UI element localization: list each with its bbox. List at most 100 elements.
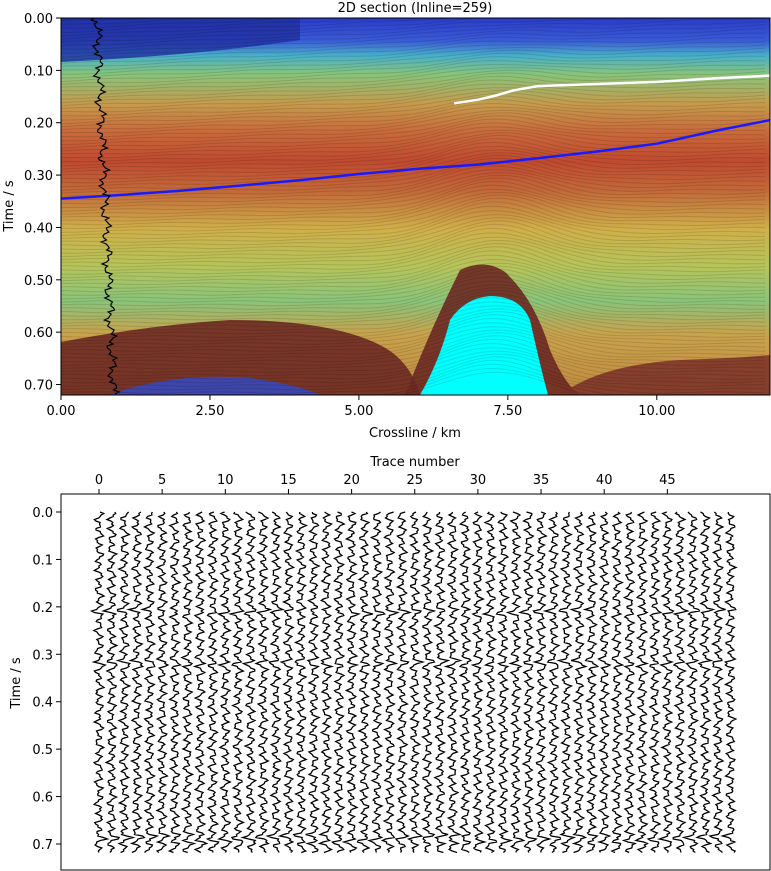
wiggle-trace <box>720 511 738 853</box>
stratum-line <box>61 180 766 215</box>
section-y-tick-label: 0.40 <box>24 221 53 236</box>
deep-basin-right <box>560 355 770 395</box>
seismic-section-panel: 2D section (Inline=259) 0.00 2.50 5.00 7.50… <box>2 1 771 441</box>
section-y-tick-label: 0.70 <box>24 379 53 394</box>
wiggle-trace <box>139 511 160 853</box>
section-y-ticks: 0.00 0.10 0.20 0.30 0.40 0.50 0.60 0.70 <box>24 12 61 394</box>
stratum-line <box>61 290 765 321</box>
wiggle-trace <box>695 511 716 854</box>
stratum-line <box>61 287 766 317</box>
wiggle-trace <box>495 511 514 854</box>
section-x-tick-label: 0.00 <box>47 404 76 419</box>
stratum-line <box>61 87 766 113</box>
wiggle-x-tick-label: 0 <box>95 473 103 488</box>
stratum-line <box>61 268 766 300</box>
section-y-tick-label: 0.00 <box>24 12 53 27</box>
stratum-line <box>61 220 766 254</box>
stratum-line <box>61 172 766 205</box>
stratum-line <box>61 205 766 239</box>
wiggle-trace <box>458 511 472 854</box>
stratum-line <box>61 115 766 146</box>
wiggle-x-tick-label: 20 <box>343 473 360 488</box>
wiggle-trace <box>621 511 637 854</box>
stratum-line <box>61 329 766 359</box>
wiggle-trace <box>227 511 246 853</box>
wiggle-trace <box>432 512 451 854</box>
wiggle-y-tick-label: 0.4 <box>32 696 53 711</box>
wiggle-x-tick-label: 45 <box>659 473 676 488</box>
wiggle-y-tick-label: 0.7 <box>32 838 53 853</box>
stratum-line <box>61 191 766 226</box>
stratum-line <box>61 109 766 138</box>
stratum-line <box>61 338 766 370</box>
well-log-curve <box>89 18 121 395</box>
stratum-line <box>61 154 766 188</box>
wiggle-traces <box>89 511 738 854</box>
wiggle-trace <box>610 511 625 854</box>
stratum-line <box>61 332 766 363</box>
stratum-line <box>61 214 766 247</box>
horizon-white <box>454 74 770 105</box>
wiggle-trace <box>569 511 588 854</box>
stratum-line <box>61 297 766 328</box>
stratum-line <box>61 118 766 149</box>
stratum-line <box>61 55 765 83</box>
stratum-line <box>61 37 766 64</box>
stratum-line <box>61 18 560 40</box>
wiggle-y-axis-label: Time / s <box>9 657 24 709</box>
stratum-line <box>61 60 765 85</box>
wiggle-y-tick-label: 0.0 <box>32 506 53 521</box>
stratum-line <box>61 122 766 152</box>
stratum-line <box>61 258 766 289</box>
stratum-line <box>61 18 250 25</box>
section-title: 2D section (Inline=259) <box>338 1 493 16</box>
stratum-line <box>61 169 766 201</box>
section-x-axis-label: Crossline / km <box>369 426 461 441</box>
stratum-line <box>61 194 766 229</box>
stratum-line <box>61 197 766 233</box>
wiggle-trace <box>205 511 220 853</box>
deep-blue-pocket <box>110 376 320 395</box>
wiggle-trace <box>542 511 562 854</box>
wiggle-x-axis-label: Trace number <box>369 455 460 470</box>
wiggle-trace <box>481 511 498 854</box>
stratum-line <box>396 371 592 395</box>
wiggle-trace <box>394 511 413 853</box>
stratum-line <box>61 18 674 43</box>
horizon-blue <box>61 118 770 200</box>
wiggle-trace <box>305 511 321 854</box>
stratum-line <box>61 359 766 391</box>
wiggle-trace <box>420 511 437 854</box>
stratum-line <box>61 246 766 279</box>
section-x-ticks: 0.00 2.50 5.00 7.50 10.00 <box>47 395 675 419</box>
stratum-line <box>61 126 766 155</box>
wiggle-y-ticks: 0.0 0.1 0.2 0.3 0.4 0.5 0.6 0.7 <box>32 506 61 853</box>
section-x-tick-label: 10.00 <box>638 404 675 419</box>
wiggle-trace <box>126 511 146 854</box>
shallow-blue-band <box>61 18 300 62</box>
stratum-line <box>61 20 766 50</box>
stratum-line <box>61 254 766 286</box>
stratum-line <box>61 28 766 58</box>
stratum-line <box>61 314 766 345</box>
stratum-line <box>61 223 766 258</box>
wiggle-trace <box>470 511 488 853</box>
stratum-line <box>61 18 382 34</box>
wiggle-x-tick-label: 15 <box>280 473 297 488</box>
wiggle-x-tick-label: 25 <box>406 473 423 488</box>
salt-body <box>420 296 548 395</box>
stratum-line <box>61 250 766 282</box>
strata-lines <box>61 18 766 395</box>
stratum-line <box>61 145 766 176</box>
wiggle-trace <box>240 511 258 853</box>
section-y-tick-label: 0.60 <box>24 326 53 341</box>
wiggle-y-tick-label: 0.1 <box>32 553 53 568</box>
stratum-line <box>61 262 766 293</box>
stratum-line <box>61 112 766 142</box>
stratum-line <box>61 232 765 264</box>
stratum-line <box>61 353 766 384</box>
wiggle-trace <box>356 511 374 853</box>
stratum-line <box>61 51 766 79</box>
section-y-tick-label: 0.10 <box>24 64 53 79</box>
wiggle-trace <box>517 511 538 853</box>
